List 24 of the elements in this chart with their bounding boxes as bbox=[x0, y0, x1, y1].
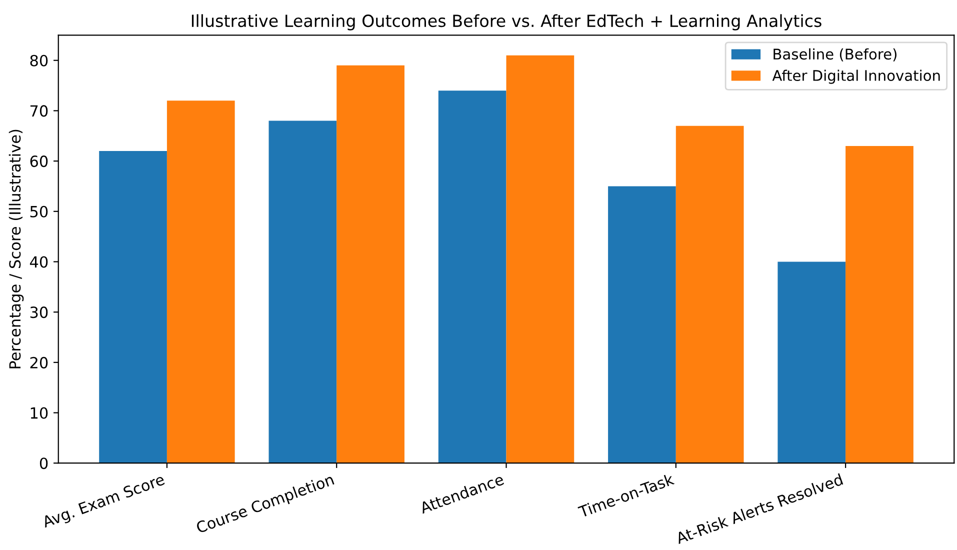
y-tick-label: 20 bbox=[30, 356, 48, 368]
y-tick-label: 40 bbox=[30, 256, 48, 268]
y-tick-label: 50 bbox=[30, 206, 48, 218]
y-tick-label: 10 bbox=[30, 407, 48, 419]
bar bbox=[506, 55, 574, 464]
bar bbox=[846, 146, 914, 464]
y-tick-label: 80 bbox=[30, 54, 48, 66]
y-axis-title: Percentage / Score (Illustrative) bbox=[8, 130, 24, 368]
bar bbox=[99, 150, 167, 464]
bar bbox=[676, 126, 744, 464]
y-tick-label: 30 bbox=[30, 306, 48, 318]
bar bbox=[268, 120, 337, 464]
bar bbox=[166, 100, 235, 464]
y-tick-label: 0 bbox=[40, 458, 48, 470]
y-tick-label: 60 bbox=[30, 156, 48, 168]
bar bbox=[608, 186, 676, 464]
legend-label: After Digital Innovation bbox=[772, 70, 940, 84]
bar bbox=[336, 65, 404, 464]
x-tick-label: Avg. Exam Score bbox=[41, 473, 166, 531]
y-tick-label: 70 bbox=[30, 105, 48, 117]
legend-label: Baseline (Before) bbox=[774, 48, 896, 62]
bar bbox=[438, 90, 506, 464]
bar bbox=[778, 262, 846, 464]
chart-title: Illustrative Learning Outcomes Before vs. After EdTech + Learning Analytics bbox=[192, 14, 822, 30]
